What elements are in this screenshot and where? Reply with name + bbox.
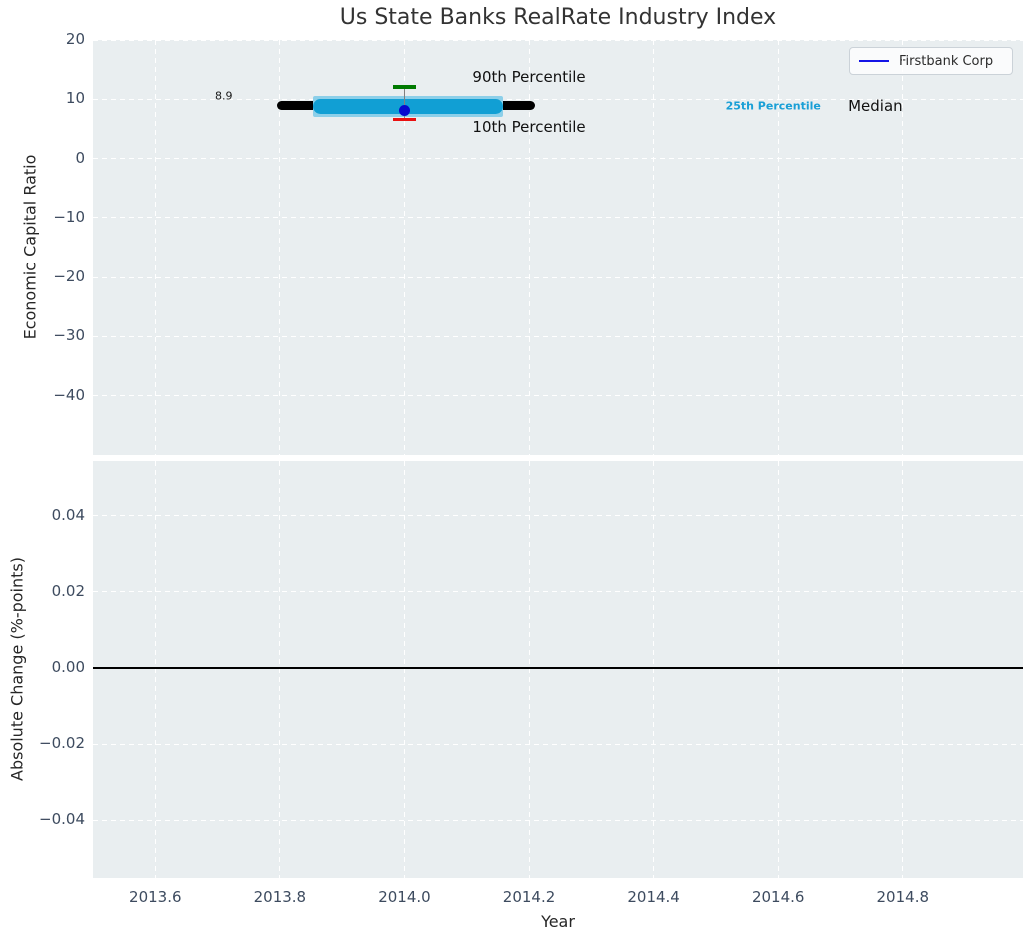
x-tick-label: 2013.8 — [253, 888, 307, 906]
gridline-horizontal — [93, 40, 1023, 41]
gridline-vertical — [528, 40, 530, 455]
gridline-vertical — [279, 461, 281, 878]
legend-line-swatch — [859, 60, 889, 62]
x-tick-label: 2014.0 — [378, 888, 431, 906]
top-y-axis-label: Economic Capital Ratio — [20, 154, 40, 340]
gridline-vertical — [403, 461, 405, 878]
gridline-vertical — [528, 461, 530, 878]
gridline-vertical — [653, 461, 655, 878]
gridline-horizontal — [93, 98, 1023, 100]
y-tick-label: −30 — [53, 326, 85, 345]
legend-label: Firstbank Corp — [899, 53, 994, 69]
gridline-horizontal — [93, 276, 1023, 278]
legend: Firstbank Corp — [849, 47, 1013, 75]
annotation: 10th Percentile — [472, 118, 586, 137]
y-tick-label: 0 — [75, 148, 85, 167]
gridline-vertical — [154, 40, 156, 455]
percentile-errorbar-low-cap — [392, 117, 416, 122]
x-tick-label: 2014.2 — [502, 888, 556, 906]
x-tick-label: 2014.6 — [751, 888, 805, 906]
gridline-vertical — [403, 40, 405, 455]
gridline-horizontal — [93, 515, 1023, 516]
bottom-plot-area — [93, 461, 1023, 878]
x-tick-label: 2013.6 — [129, 888, 182, 906]
gridline-vertical — [777, 461, 779, 878]
gridline-vertical — [653, 40, 655, 455]
gridline-vertical — [279, 40, 281, 455]
y-tick-label: 10 — [65, 89, 85, 108]
gridline-vertical — [902, 40, 904, 455]
gridline-vertical — [902, 461, 904, 878]
chart-title: Us State Banks RealRate Industry Index — [339, 5, 777, 30]
gridline-vertical — [777, 40, 779, 455]
gridline-vertical — [154, 461, 156, 878]
gridline-horizontal — [93, 819, 1023, 821]
gridline-horizontal — [93, 591, 1023, 593]
gridline-horizontal — [93, 743, 1023, 745]
x-tick-label: 2014.8 — [876, 888, 930, 906]
y-tick-label: −20 — [53, 267, 85, 286]
y-tick-label: 0.04 — [51, 505, 85, 524]
x-tick-label: 2014.4 — [627, 888, 680, 906]
percentile-errorbar-high-cap — [392, 85, 416, 89]
y-tick-label: 0.00 — [51, 657, 85, 676]
gridline-horizontal — [93, 335, 1023, 337]
y-tick-label: −0.04 — [39, 810, 85, 829]
percentile-errorbar-line — [403, 86, 406, 120]
annotation: Median — [848, 96, 903, 115]
gridline-horizontal — [93, 217, 1023, 219]
y-tick-label: −40 — [53, 385, 85, 404]
x-axis-label: Year — [541, 912, 575, 931]
top-plot-area: Firstbank Corp 8.9 90th Percentile 10th Pe… — [93, 40, 1023, 455]
firstbank-point — [398, 105, 410, 117]
annotation: 25th Percentile — [725, 99, 821, 112]
zero-line — [93, 666, 1023, 669]
annotation: 8.9 — [215, 89, 233, 103]
gridline-horizontal — [93, 395, 1023, 397]
y-tick-label: −10 — [53, 207, 85, 226]
annotation: 90th Percentile — [472, 67, 586, 86]
y-tick-label: −0.02 — [39, 734, 85, 753]
y-tick-label: 0.02 — [51, 581, 85, 600]
y-tick-label: 20 — [65, 30, 85, 48]
gridline-horizontal — [93, 158, 1023, 160]
